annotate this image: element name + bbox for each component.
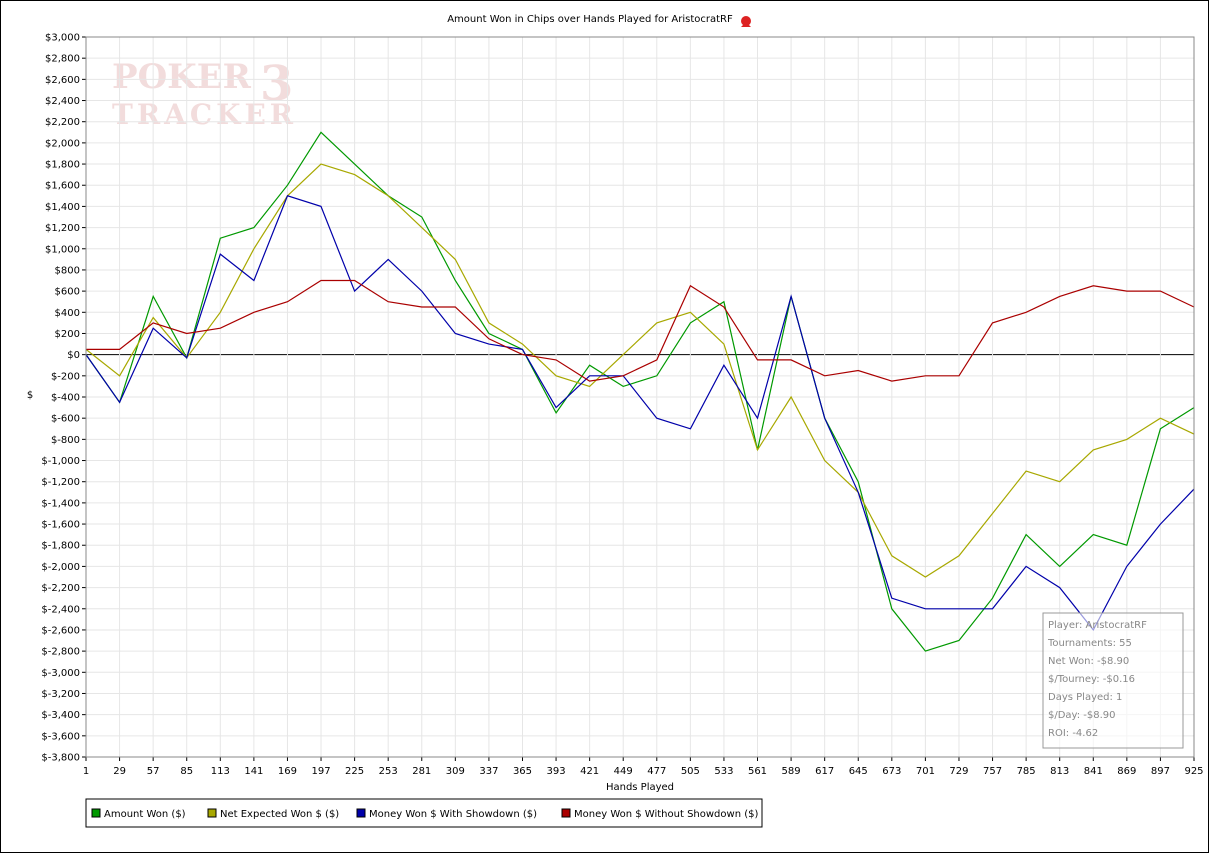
x-tick-label: 561 bbox=[748, 766, 767, 777]
series-line bbox=[86, 279, 1195, 382]
chart-title: Amount Won in Chips over Hands Played fo… bbox=[447, 14, 733, 25]
y-tick-label: $2,800 bbox=[45, 54, 80, 65]
y-tick-label: $0 bbox=[67, 350, 80, 361]
legend-label: Money Won $ Without Showdown ($) bbox=[574, 809, 758, 820]
y-tick-label: $2,000 bbox=[45, 138, 80, 149]
y-tick-label: $2,600 bbox=[45, 75, 80, 86]
info-line: ROI: -4.62 bbox=[1048, 728, 1098, 739]
info-line: Tournaments: 55 bbox=[1047, 638, 1132, 649]
x-tick-label: 841 bbox=[1084, 766, 1103, 777]
info-line: Days Played: 1 bbox=[1048, 692, 1122, 703]
y-tick-label: $400 bbox=[55, 308, 80, 319]
legend-label: Net Expected Won $ ($) bbox=[220, 809, 339, 820]
info-box bbox=[1042, 612, 1184, 749]
y-tick-label: $800 bbox=[55, 265, 80, 276]
x-tick-label: 393 bbox=[547, 766, 566, 777]
y-tick-label: $-600 bbox=[51, 414, 80, 425]
y-tick-label: $-1,200 bbox=[41, 477, 80, 488]
legend-swatch bbox=[207, 808, 217, 818]
legend-box bbox=[85, 798, 763, 828]
legend-swatch bbox=[91, 808, 101, 818]
x-tick-label: 197 bbox=[311, 766, 330, 777]
y-tick-label: $200 bbox=[55, 329, 80, 340]
x-tick-label: 449 bbox=[614, 766, 633, 777]
y-tick-label: $1,000 bbox=[45, 244, 80, 255]
x-tick-label: 589 bbox=[782, 766, 801, 777]
y-tick-label: $1,600 bbox=[45, 181, 80, 192]
legend-label: Amount Won ($) bbox=[104, 809, 186, 820]
x-tick-label: 225 bbox=[345, 766, 364, 777]
y-tick-label: $-1,600 bbox=[41, 520, 80, 531]
x-tick-label: 533 bbox=[714, 766, 733, 777]
y-tick-label: $600 bbox=[55, 287, 80, 298]
y-tick-label: $-3,000 bbox=[41, 668, 80, 679]
y-tick-label: $1,800 bbox=[45, 160, 80, 171]
info-line: $/Tourney: -$0.16 bbox=[1048, 674, 1135, 685]
x-tick-label: 869 bbox=[1117, 766, 1136, 777]
x-tick-label: 729 bbox=[949, 766, 968, 777]
y-tick-label: $-800 bbox=[51, 435, 80, 446]
x-tick-label: 281 bbox=[412, 766, 431, 777]
series-line bbox=[85, 163, 1195, 578]
x-tick-label: 813 bbox=[1050, 766, 1069, 777]
y-tick-label: $-2,200 bbox=[41, 583, 80, 594]
x-tick-label: 785 bbox=[1017, 766, 1036, 777]
x-tick-label: 421 bbox=[580, 766, 599, 777]
x-tick-label: 29 bbox=[113, 766, 126, 777]
x-tick-label: 673 bbox=[882, 766, 901, 777]
y-tick-label: $2,200 bbox=[45, 117, 80, 128]
x-tick-label: 925 bbox=[1184, 766, 1203, 777]
x-tick-label: 701 bbox=[916, 766, 935, 777]
y-tick-label: $-2,400 bbox=[41, 604, 80, 615]
series-line bbox=[85, 131, 1195, 652]
x-tick-label: 85 bbox=[180, 766, 193, 777]
watermark: TRACKER bbox=[112, 98, 297, 131]
x-tick-label: 57 bbox=[147, 766, 160, 777]
y-tick-label: $1,200 bbox=[45, 223, 80, 234]
y-tick-label: $-3,800 bbox=[41, 753, 80, 764]
y-tick-label: $-2,000 bbox=[41, 562, 80, 573]
x-tick-label: 141 bbox=[244, 766, 263, 777]
y-tick-label: $2,400 bbox=[45, 96, 80, 107]
x-tick-label: 1 bbox=[83, 766, 89, 777]
title-icon bbox=[741, 16, 751, 27]
x-tick-label: 253 bbox=[379, 766, 398, 777]
x-tick-label: 757 bbox=[983, 766, 1002, 777]
y-tick-label: $-1,400 bbox=[41, 498, 80, 509]
info-line: $/Day: -$8.90 bbox=[1048, 710, 1116, 721]
x-axis-label: Hands Played bbox=[606, 782, 674, 793]
x-tick-label: 505 bbox=[681, 766, 700, 777]
y-tick-label: $-400 bbox=[51, 393, 80, 404]
plot-border bbox=[85, 36, 1195, 758]
x-tick-label: 309 bbox=[446, 766, 465, 777]
info-line: Net Won: -$8.90 bbox=[1048, 656, 1129, 667]
y-tick-label: $-200 bbox=[51, 371, 80, 382]
legend-label: Money Won $ With Showdown ($) bbox=[369, 809, 537, 820]
y-tick-label: $3,000 bbox=[45, 33, 80, 44]
y-tick-label: $1,400 bbox=[45, 202, 80, 213]
watermark: POKER bbox=[112, 57, 252, 97]
y-tick-label: $-1,800 bbox=[41, 541, 80, 552]
legend-swatch bbox=[356, 808, 366, 818]
y-axis-label: $ bbox=[27, 390, 33, 401]
info-line: Player: AristocratRF bbox=[1048, 620, 1147, 631]
y-tick-label: $-2,600 bbox=[41, 625, 80, 636]
x-tick-label: 365 bbox=[513, 766, 532, 777]
x-tick-label: 169 bbox=[278, 766, 297, 777]
x-tick-label: 645 bbox=[849, 766, 868, 777]
x-tick-label: 897 bbox=[1151, 766, 1170, 777]
legend-swatch bbox=[561, 808, 571, 818]
y-tick-label: $-2,800 bbox=[41, 647, 80, 658]
y-tick-label: $-3,400 bbox=[41, 710, 80, 721]
series-line bbox=[85, 195, 1195, 631]
x-tick-label: 113 bbox=[211, 766, 230, 777]
x-tick-label: 337 bbox=[479, 766, 498, 777]
x-tick-label: 617 bbox=[815, 766, 834, 777]
y-tick-label: $-3,200 bbox=[41, 689, 80, 700]
y-tick-label: $-3,600 bbox=[41, 731, 80, 742]
x-tick-label: 477 bbox=[647, 766, 666, 777]
y-tick-label: $-1,000 bbox=[41, 456, 80, 467]
